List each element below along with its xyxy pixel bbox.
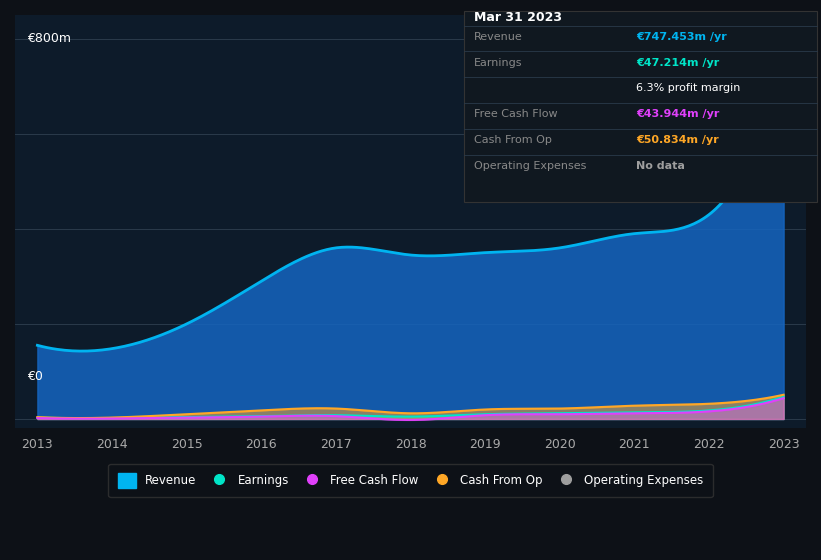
Text: No data: No data bbox=[636, 161, 686, 171]
Text: Earnings: Earnings bbox=[474, 58, 522, 68]
Text: Operating Expenses: Operating Expenses bbox=[474, 161, 586, 171]
Legend: Revenue, Earnings, Free Cash Flow, Cash From Op, Operating Expenses: Revenue, Earnings, Free Cash Flow, Cash … bbox=[108, 464, 713, 497]
Text: €43.944m /yr: €43.944m /yr bbox=[636, 109, 720, 119]
Text: €800m: €800m bbox=[27, 31, 71, 45]
Text: €50.834m /yr: €50.834m /yr bbox=[636, 135, 719, 145]
Text: €747.453m /yr: €747.453m /yr bbox=[636, 32, 727, 42]
Text: 6.3% profit margin: 6.3% profit margin bbox=[636, 83, 741, 94]
Text: Revenue: Revenue bbox=[474, 32, 522, 42]
Text: €47.214m /yr: €47.214m /yr bbox=[636, 58, 719, 68]
Text: €0: €0 bbox=[27, 370, 43, 383]
Text: Free Cash Flow: Free Cash Flow bbox=[474, 109, 557, 119]
Text: Cash From Op: Cash From Op bbox=[474, 135, 552, 145]
Text: Mar 31 2023: Mar 31 2023 bbox=[474, 11, 562, 24]
